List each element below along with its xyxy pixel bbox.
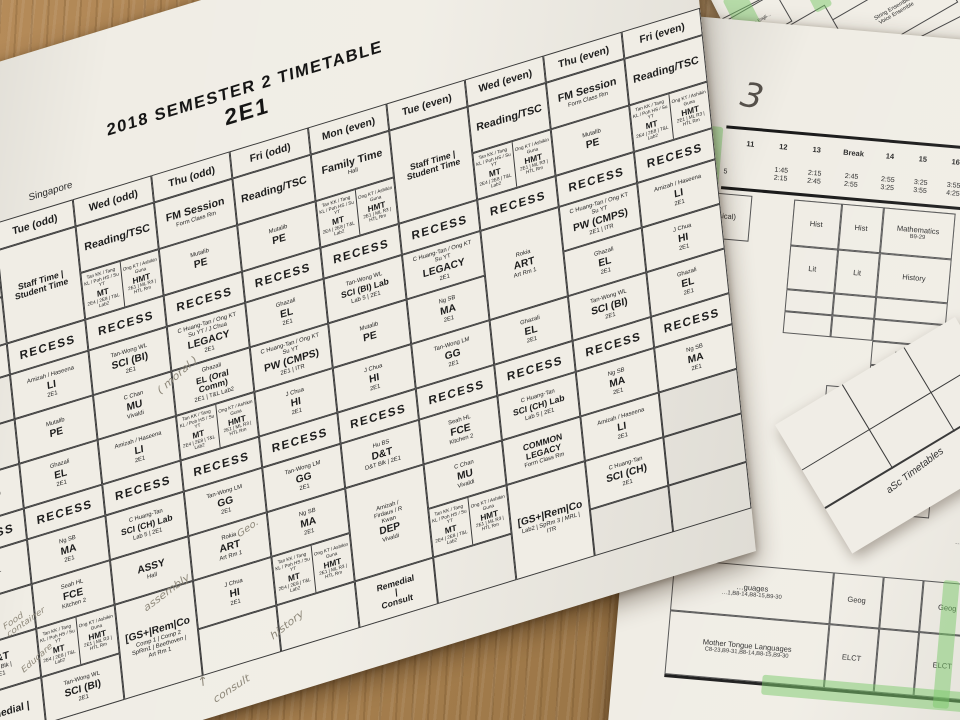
- room-label: 2E1: [299, 482, 311, 492]
- subject-cell: Mathematics B9-29: [879, 207, 956, 260]
- subject-cell: Hist: [838, 203, 884, 254]
- subject-label: PE: [49, 424, 64, 441]
- period-time-cell: 3:55 4:25: [945, 181, 960, 198]
- period-number-header: 15: [918, 153, 928, 164]
- room-label: 2E1: [56, 478, 68, 488]
- period-time-cell: 3:25 3:55: [912, 178, 928, 196]
- subject-label: Reading/TSC: [632, 53, 700, 86]
- hmt-half-cell: Ong KT / Ashikin Guna HMT 2E1 | ML R3 | HT…: [311, 534, 354, 592]
- room-label: 2E1: [612, 386, 624, 396]
- room-label: 2E1: [291, 407, 303, 417]
- period-number-header: 13: [812, 144, 822, 155]
- period-number-header: 14: [885, 150, 895, 161]
- subject-label: Reading/TSC: [475, 101, 543, 134]
- time-fragment: 5: [723, 168, 728, 176]
- room-label: 2E1: [448, 359, 460, 369]
- room-label: 2E1: [64, 554, 75, 564]
- room-label: 2E1: [47, 389, 58, 399]
- room-label: 2E1: [678, 242, 690, 252]
- corner-text-fragment: …L-in-L…: [954, 538, 960, 549]
- language-cell: [879, 576, 924, 633]
- subject-label: Reading/TSC: [240, 173, 308, 206]
- handwritten-mark: 3: [737, 74, 768, 119]
- period-number-header: Break: [842, 147, 865, 158]
- subject-label: PE: [585, 135, 600, 152]
- room-label: 2E1: [369, 383, 381, 393]
- room-label: 2E1: [600, 266, 612, 276]
- subject-cell: Lit: [834, 249, 880, 298]
- subject-label: PE: [271, 231, 287, 248]
- room-label: 2E1: [443, 314, 455, 324]
- handwritten-note: consult: [211, 671, 252, 706]
- room-label: 2E1: [78, 693, 90, 703]
- room-label: 2E1: [674, 198, 685, 208]
- period-time-cell: 2:45 2:55: [843, 172, 859, 189]
- room-code: B9-29: [909, 234, 926, 242]
- room-label: 2E1: [303, 527, 315, 537]
- empty-cell: [830, 315, 875, 341]
- subject-label: Hist: [854, 222, 868, 233]
- period-time-cell: 1:45 2:15: [773, 166, 789, 183]
- subject-label: Remedial |: [0, 698, 31, 720]
- period-time-cell: 2:55 3:25: [880, 176, 895, 193]
- subject-label: ELCT: [841, 652, 862, 663]
- grid-line: [903, 347, 955, 432]
- teacher-names: Seah HL: [0, 567, 2, 580]
- subject-label: History: [901, 272, 926, 284]
- room-label: 2E1: [220, 506, 232, 516]
- subject-label: PE: [362, 328, 378, 345]
- subject-label: …I) Lab: [0, 486, 1, 509]
- subject-label: Hist: [809, 218, 824, 229]
- room-label: 2E1: [683, 287, 695, 297]
- room-label: 2E1: [134, 454, 146, 464]
- hmt-half-cell: Ong KT / Ashikin Guna HMT 2E1 | ML R3 | HT…: [468, 486, 511, 544]
- grid-line: [841, 384, 894, 469]
- room-label: 2E1: [604, 311, 616, 321]
- period-time-cell: 2:15 2:45: [806, 169, 822, 186]
- subject-label: Lit: [852, 267, 862, 278]
- subject-label: Reading/TSC: [83, 221, 151, 254]
- empty-cell: [782, 311, 833, 338]
- subject-cell: History: [876, 253, 952, 304]
- room-label: 2E1: [439, 273, 451, 283]
- room-label: 2E1: [622, 478, 633, 488]
- subject-label: PE: [193, 255, 208, 272]
- subject-label: Staff Time | Student Time: [406, 148, 461, 183]
- subject-label: Lit: [808, 263, 817, 274]
- subject-label: Staff Time | Student Time: [14, 267, 69, 302]
- handwritten-note: ↑: [196, 673, 209, 692]
- room-label: 2E1: [125, 365, 137, 375]
- room-label: 2E1: [204, 345, 215, 355]
- room-label: Hall: [146, 571, 158, 581]
- period-number-header: 11: [746, 138, 755, 149]
- cell-label: String Ensemble / Voice Ensemble: [873, 0, 916, 27]
- subject-cell: Lit: [786, 245, 839, 294]
- room-label: 2E1: [691, 363, 702, 372]
- room-label: D&T Blk | 2E1: [0, 660, 13, 679]
- period-number-header: 12: [778, 141, 788, 152]
- room-codes: …1,B8-14,B8-15,B9-30: [721, 589, 782, 602]
- room-label: 2E1: [617, 431, 629, 441]
- period-time-cell: [730, 155, 766, 190]
- room-label: 2E1: [230, 597, 242, 607]
- subject-label: Geog: [847, 594, 867, 606]
- language-cell: Geog: [829, 572, 884, 629]
- room-label: Hall: [347, 167, 359, 177]
- period-number-header: 16: [951, 156, 960, 167]
- room-label: 2E1: [282, 317, 294, 327]
- room-label: 2E1: [526, 335, 538, 345]
- subject-cell: Hist: [790, 199, 843, 250]
- subject-label: Remedial | Consult: [376, 572, 415, 611]
